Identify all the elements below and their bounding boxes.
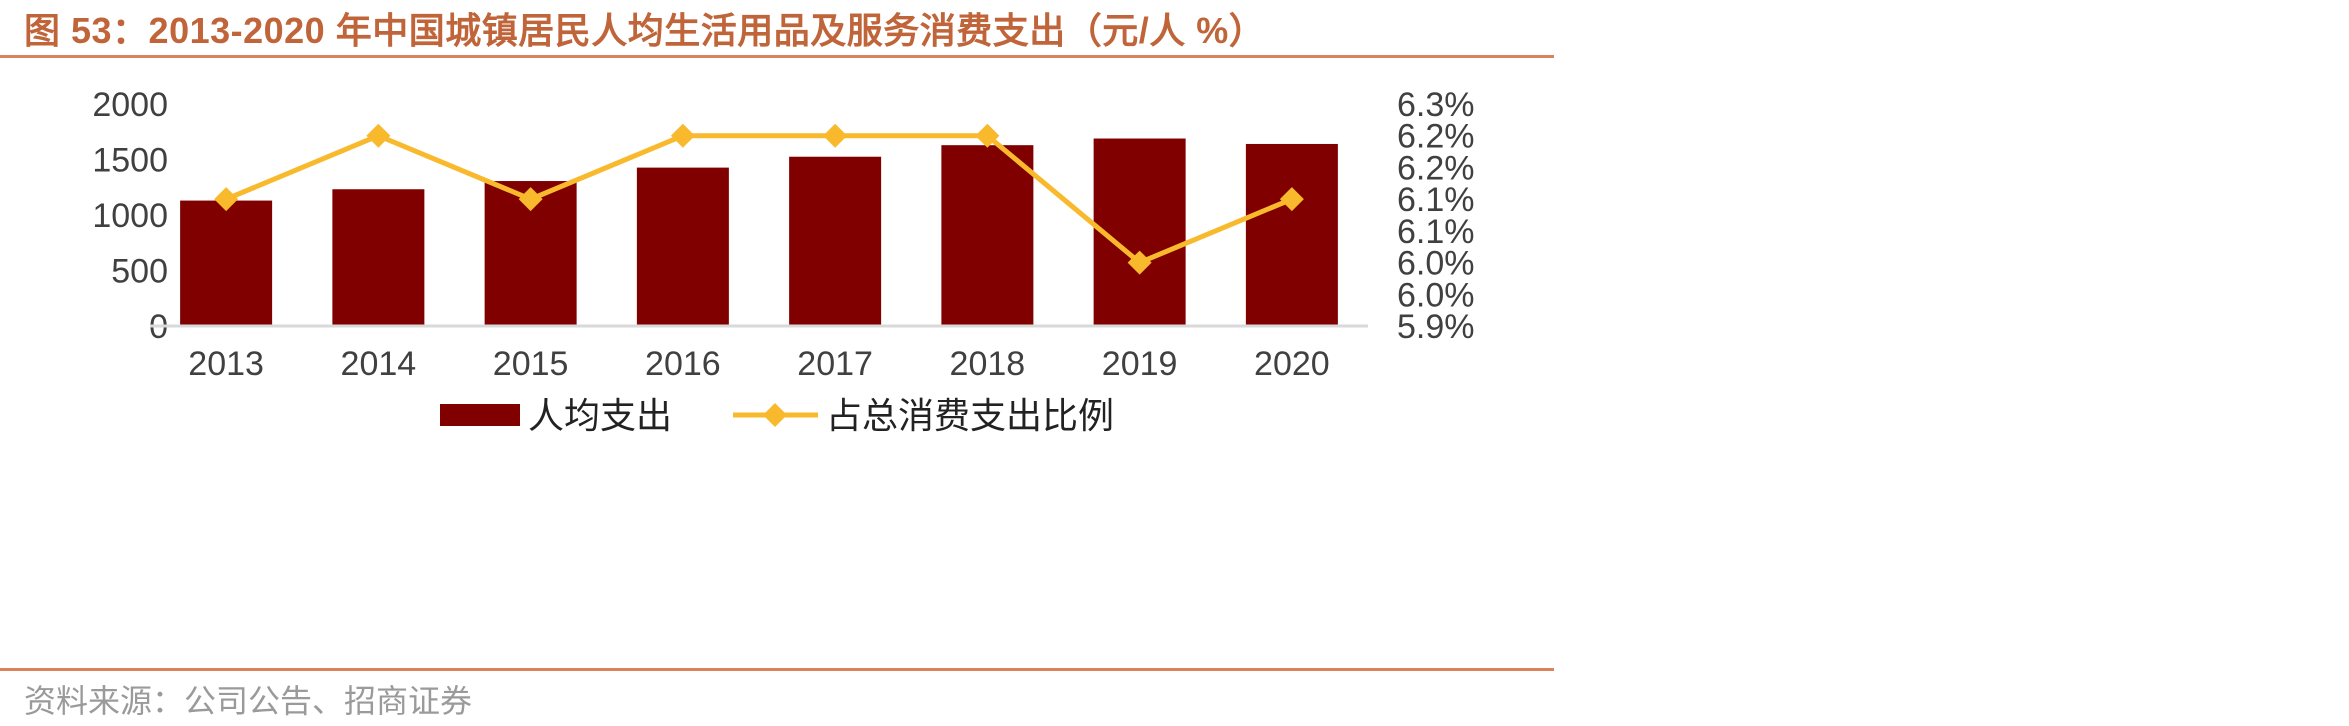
y-left-tick-label: 1000 xyxy=(92,197,168,235)
y-left-tick-label: 2000 xyxy=(92,86,168,124)
line-marker-2013 xyxy=(214,187,239,212)
legend-swatch-bar xyxy=(440,404,520,426)
bar-2018 xyxy=(941,145,1034,326)
x-tick-label: 2017 xyxy=(797,345,873,383)
combo-chart: 05001000150020005.9%6.0%6.0%6.1%6.1%6.2%… xyxy=(92,86,1475,436)
x-tick-label: 2019 xyxy=(1102,345,1178,383)
source-note: 资料来源：公司公告、招商证券 xyxy=(24,683,473,719)
x-tick-label: 2013 xyxy=(188,345,264,383)
bar-2014 xyxy=(332,189,425,326)
source-divider xyxy=(0,668,1554,671)
chart-title: 图 53：2013-2020 年中国城镇居民人均生活用品及服务消费支出（元/人 … xyxy=(24,10,1266,51)
legend-label-bar: 人均支出 xyxy=(528,395,672,436)
bar-2016 xyxy=(636,167,729,326)
line-marker-2016 xyxy=(670,123,695,148)
title-divider xyxy=(0,55,1554,58)
y-right-tick-label: 6.3% xyxy=(1397,86,1475,124)
x-tick-label: 2014 xyxy=(341,345,417,383)
y-left-tick-label: 500 xyxy=(111,253,168,291)
line-marker-2017 xyxy=(823,123,848,148)
y-right-tick-label: 6.2% xyxy=(1397,118,1475,156)
y-left-tick-label: 1500 xyxy=(92,142,168,180)
x-tick-label: 2016 xyxy=(645,345,721,383)
legend-label-line: 占总消费支出比例 xyxy=(826,395,1114,436)
bar-2017 xyxy=(789,156,882,326)
x-tick-label: 2015 xyxy=(493,345,569,383)
bar-2013 xyxy=(180,200,273,326)
line-series-ratio xyxy=(225,133,1293,266)
y-right-tick-label: 6.1% xyxy=(1397,181,1475,219)
y-right-tick-label: 6.0% xyxy=(1397,276,1475,314)
y-right-tick-label: 6.1% xyxy=(1397,213,1475,251)
line-marker-2018 xyxy=(975,123,1000,148)
y-right-tick-label: 5.9% xyxy=(1397,308,1475,346)
bar-2019 xyxy=(1093,138,1186,326)
line-marker-2014 xyxy=(366,123,391,148)
legend-swatch-marker xyxy=(763,403,787,427)
line-marker-2020 xyxy=(1279,187,1304,212)
bar-2020 xyxy=(1245,143,1338,326)
line-marker-2015 xyxy=(518,187,543,212)
y-right-tick-label: 6.2% xyxy=(1397,149,1475,187)
y-right-tick-label: 6.0% xyxy=(1397,245,1475,283)
x-tick-label: 2020 xyxy=(1254,345,1330,383)
x-tick-label: 2018 xyxy=(950,345,1026,383)
